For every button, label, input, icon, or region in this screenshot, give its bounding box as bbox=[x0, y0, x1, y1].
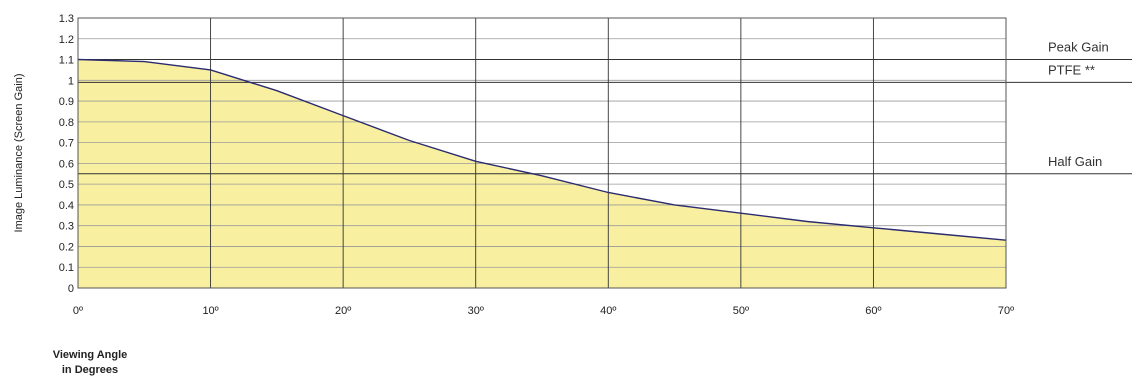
x-tick-label: 0º bbox=[73, 305, 83, 317]
y-tick-label: 0.9 bbox=[59, 96, 74, 108]
y-tick-label: 0.2 bbox=[59, 241, 74, 253]
y-tick-label: 0.4 bbox=[59, 200, 74, 212]
y-tick-label: 0.1 bbox=[59, 262, 74, 274]
x-axis-label-line-1: Viewing Angle bbox=[53, 349, 128, 361]
x-tick-label: 60º bbox=[865, 305, 881, 317]
x-tick-label: 10º bbox=[202, 305, 218, 317]
y-tick-label: 0.7 bbox=[59, 138, 74, 150]
plot-frame bbox=[77, 17, 1007, 289]
y-tick-label: 1.1 bbox=[59, 55, 74, 67]
y-tick-label: 0.3 bbox=[59, 221, 74, 233]
reference-line-label: Peak Gain bbox=[1048, 40, 1109, 55]
y-tick-label: 0.6 bbox=[59, 158, 74, 170]
x-tick-label: 40º bbox=[600, 305, 616, 317]
y-axis-label: Image Luminance (Screen Gain) bbox=[13, 74, 25, 233]
y-tick-label: 1.3 bbox=[59, 13, 74, 25]
y-tick-label: 0.8 bbox=[59, 117, 74, 129]
y-tick-label: 0 bbox=[68, 283, 74, 295]
y-tick-label: 0.5 bbox=[59, 179, 74, 191]
x-tick-label: 70º bbox=[998, 305, 1014, 317]
x-tick-label: 30º bbox=[468, 305, 484, 317]
reference-line-label: PTFE ** bbox=[1048, 62, 1095, 77]
x-axis-label-line-2: in Degrees bbox=[62, 364, 118, 376]
x-tick-label: 50º bbox=[733, 305, 749, 317]
reference-line-label: Half Gain bbox=[1048, 154, 1102, 169]
reference-lines: Peak Gain PTFE ** Half Gain bbox=[78, 40, 1132, 175]
y-tick-labels: 0 0.1 0.2 0.3 0.4 0.5 0.6 0.7 0.8 0.9 1 1.1 1.2 1.3 bbox=[59, 13, 74, 295]
x-tick-label: 20º bbox=[335, 305, 351, 317]
series-line bbox=[77, 58, 1007, 241]
x-tick-labels: 0º 10º 20º 30º 40º 50º 60º 70º bbox=[73, 305, 1014, 317]
y-tick-label: 1.2 bbox=[59, 34, 74, 46]
series-area-fill bbox=[78, 59, 1006, 288]
y-tick-label: 1 bbox=[68, 75, 74, 87]
